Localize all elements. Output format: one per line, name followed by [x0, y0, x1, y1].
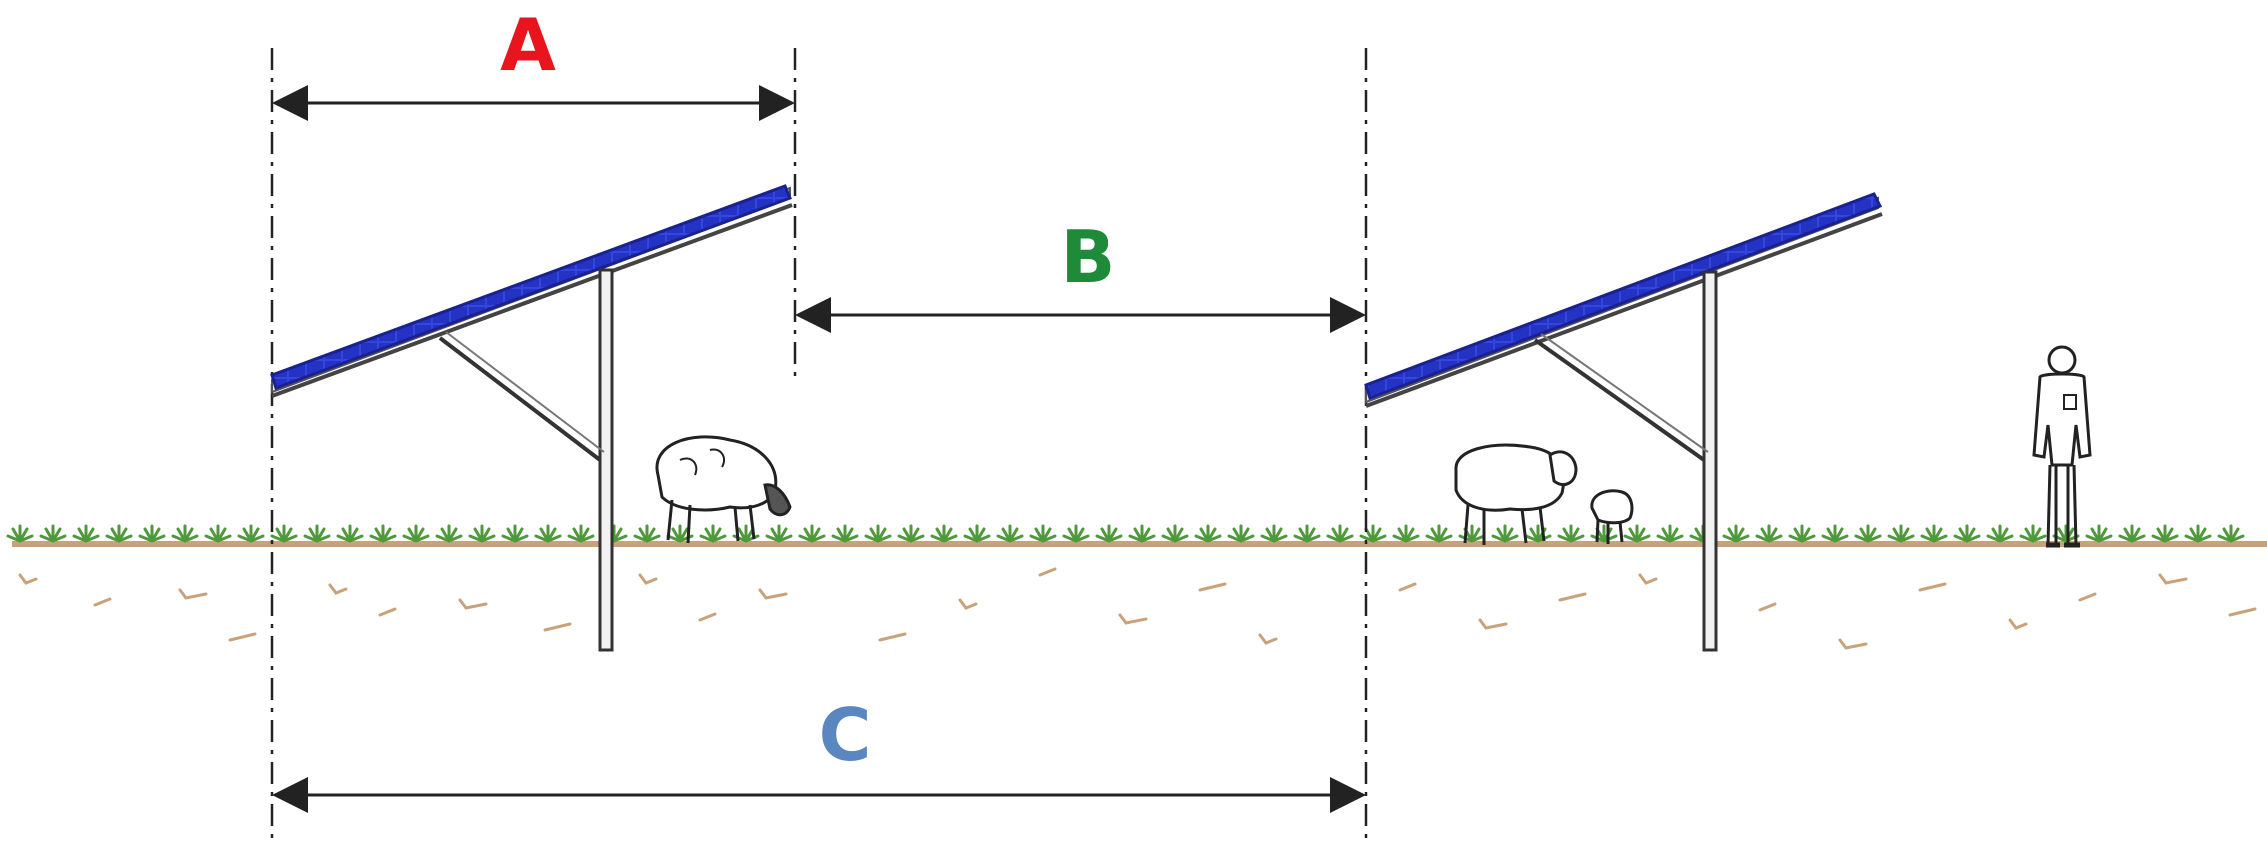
- reference-lines: [270, 48, 1368, 842]
- solar-panel-icon: [270, 184, 793, 652]
- grass-row: [6, 524, 2245, 543]
- dimension-label-c: C: [819, 693, 872, 777]
- soil-texture: [18, 567, 2257, 650]
- dimension-label-a: A: [500, 3, 556, 87]
- solar-panel-icon: [1364, 192, 1883, 652]
- sheep-icon: [655, 435, 792, 544]
- dimension-label-b: B: [1061, 215, 1116, 299]
- ground: [6, 524, 2267, 650]
- person-icon: [2032, 345, 2092, 548]
- ground-line: [12, 541, 2267, 547]
- sheep-icon: [1590, 489, 1634, 544]
- sheep-icon: [1454, 443, 1578, 545]
